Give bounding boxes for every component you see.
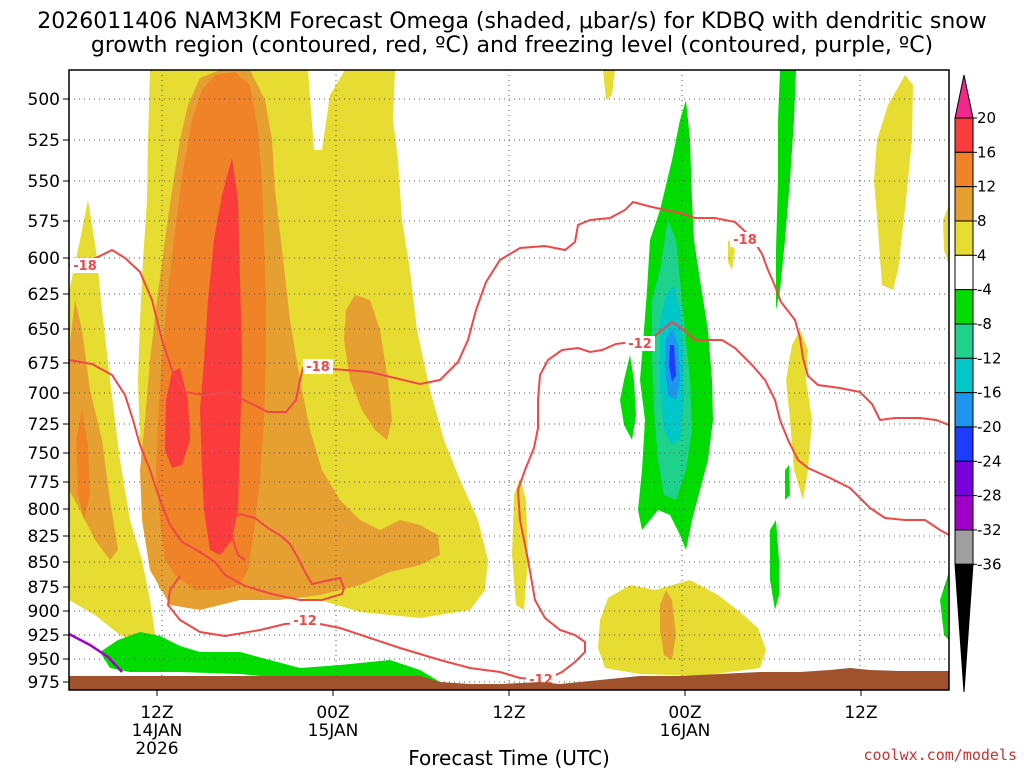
y-tick-label: 775 (28, 473, 60, 493)
omega-fill-green (940, 572, 949, 640)
colorbar: 20 16 12 8 4 -4 -8 -12 -16 -20 -24 -28 -32 -36 (954, 74, 1002, 693)
colorbar-bin (954, 529, 974, 565)
omega-fill-yellow (874, 75, 913, 290)
colorbar-bin (954, 392, 974, 428)
omega-fill-yellow (603, 70, 615, 100)
credit-text: coolwx.com/models (863, 746, 1017, 764)
contour-label: -12 (628, 337, 652, 352)
colorbar-label: -36 (977, 555, 1002, 573)
colorbar-bin (954, 117, 974, 153)
omega-fill-yellow (308, 70, 345, 150)
omega-fill-green (100, 632, 440, 688)
y-tick-label: 725 (28, 415, 60, 435)
x-tick-label: 15JAN (308, 721, 359, 741)
omega-fill-yellow (943, 205, 949, 265)
freezing-level-contour (69, 632, 123, 673)
y-tick-label: 750 (28, 444, 60, 464)
colorbar-label: 4 (977, 246, 987, 264)
x-tick-label: 12Z (492, 703, 525, 723)
y-tick-label: 525 (28, 131, 60, 151)
colorbar-bin (954, 289, 974, 325)
colorbar-label: -24 (977, 452, 1002, 470)
colorbar-label: -20 (977, 418, 1002, 436)
dgz-contour-minus18-left (69, 200, 949, 426)
omega-fill-orange (660, 590, 676, 660)
grid-lines (69, 70, 949, 690)
colorbar-label: -8 (977, 315, 992, 333)
colorbar-bin (954, 220, 974, 256)
colorbar-label: -4 (977, 281, 992, 299)
colorbar-label: 16 (977, 143, 996, 161)
colorbar-bin (954, 186, 974, 222)
colorbar-bin (954, 357, 974, 394)
chart-title-line-2: growth region (contoured, red, ºC) and f… (91, 33, 933, 58)
x-tick-label: 00Z (668, 703, 701, 723)
omega-fill-yellow (512, 478, 528, 610)
omega-fill-orange (344, 295, 392, 440)
colorbar-label: -32 (977, 521, 1002, 539)
colorbar-bin (954, 460, 974, 497)
colorbar-bin (954, 254, 974, 291)
x-tick-label: 00Z (316, 703, 349, 723)
omega-fill-blue (669, 345, 676, 382)
omega-fill-darkorange (76, 410, 90, 520)
colorbar-bin (954, 495, 974, 531)
y-axis: 500 525 550 575 600 625 650 675 700 725 750 775 800 8… (28, 90, 69, 693)
dgz-contours (69, 200, 949, 682)
x-tick-label: 12Z (140, 703, 173, 723)
colorbar-over-arrow (954, 74, 974, 119)
y-tick-label: 575 (28, 212, 60, 232)
x-tick-label: 14JAN (132, 721, 183, 741)
dgz-contour-minus18-lower (69, 359, 346, 601)
y-tick-label: 675 (28, 354, 60, 374)
y-tick-label: 850 (28, 553, 60, 573)
dgz-contour-minus12-bottom (166, 320, 949, 682)
chart-title-line-1: 2026011406 NAM3KM Forecast Omega (shaded… (37, 9, 986, 34)
y-tick-label: 700 (28, 384, 60, 404)
colorbar-label: 8 (977, 212, 987, 230)
y-tick-label: 625 (28, 285, 60, 305)
omega-fill-green (620, 355, 636, 440)
omega-fill-green (770, 520, 779, 610)
ground-surface (69, 668, 949, 690)
colorbar-bin (954, 323, 974, 359)
y-tick-label: 600 (28, 249, 60, 269)
contour-label: -12 (293, 614, 317, 629)
x-axis-title: Forecast Time (UTC) (408, 746, 610, 768)
y-tick-label: 650 (28, 320, 60, 340)
y-tick-label: 825 (28, 527, 60, 547)
colorbar-label: -28 (977, 487, 1002, 505)
omega-fill-yellow (728, 240, 735, 270)
omega-fill-yellow (598, 580, 766, 676)
y-tick-label: 550 (28, 172, 60, 192)
y-tick-label: 800 (28, 500, 60, 520)
omega-fill-green (776, 70, 796, 310)
y-tick-label: 950 (28, 650, 60, 670)
colorbar-bin (954, 426, 974, 462)
y-tick-label: 900 (28, 602, 60, 622)
omega-fill-yellow (786, 330, 812, 500)
contour-label: -18 (733, 233, 757, 248)
colorbar-label: -16 (977, 384, 1002, 402)
omega-fill-red (200, 158, 242, 555)
colorbar-under-arrow (954, 563, 974, 693)
y-tick-label: 875 (28, 578, 60, 598)
colorbar-label: 20 (977, 109, 996, 127)
y-tick-label: 975 (28, 673, 60, 693)
colorbar-label: 12 (977, 178, 996, 196)
colorbar-bin (954, 151, 974, 188)
x-tick-label: 2026 (135, 739, 178, 759)
y-tick-label: 500 (28, 90, 60, 110)
x-tick-label: 12Z (844, 703, 877, 723)
x-tick-label: 16JAN (660, 721, 711, 741)
contour-label: -18 (306, 360, 330, 375)
omega-fill-green (785, 465, 790, 500)
omega-fill-red (165, 368, 190, 468)
y-tick-label: 925 (28, 626, 60, 646)
omega-fill-yellow (69, 200, 156, 650)
contour-label: -18 (73, 259, 97, 274)
colorbar-label: -12 (977, 349, 1002, 367)
